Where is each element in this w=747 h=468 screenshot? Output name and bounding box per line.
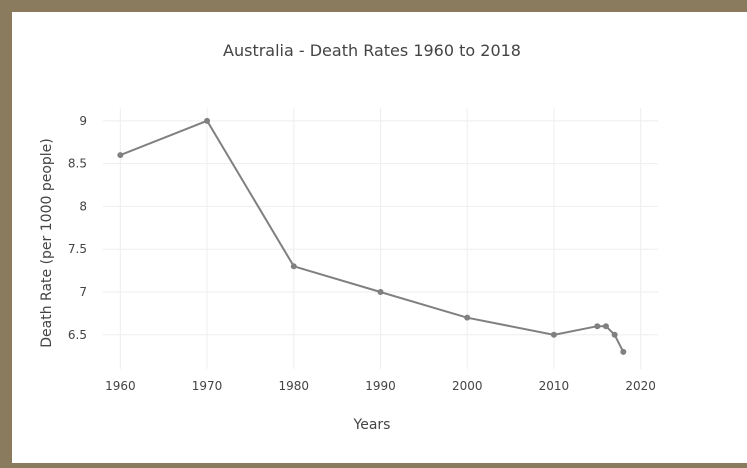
y-axis-title: Death Rate (per 1000 people) [39, 138, 55, 348]
x-tick-label: 1980 [279, 379, 310, 393]
data-point-2018[interactable] [620, 348, 627, 355]
y-tick-label: 7 [79, 285, 87, 299]
data-points [117, 117, 627, 355]
data-point-2010[interactable] [550, 331, 557, 338]
data-point-2000[interactable] [464, 314, 471, 321]
x-axis-title: Years [353, 417, 391, 433]
x-tick-label: 2020 [625, 379, 656, 393]
x-tick-label: 2000 [452, 379, 483, 393]
data-point-2015[interactable] [594, 323, 601, 330]
y-axis-ticks: 9 8.5 8 7.5 7 6.5 [68, 114, 87, 342]
data-point-1990[interactable] [377, 288, 384, 295]
data-point-2016[interactable] [602, 323, 609, 330]
x-tick-label: 2010 [539, 379, 570, 393]
series-line [119, 119, 625, 353]
x-axis-ticks: 1960 1970 1980 1990 2000 2010 2020 [105, 379, 656, 393]
data-point-1980[interactable] [290, 263, 297, 270]
x-tick-label: 1970 [192, 379, 223, 393]
chart-title: Australia - Death Rates 1960 to 2018 [223, 41, 521, 60]
grid-lines [103, 108, 658, 369]
y-tick-label: 8.5 [68, 157, 87, 171]
chart-panel [12, 12, 747, 463]
data-point-1960[interactable] [117, 152, 124, 159]
y-tick-label: 6.5 [68, 328, 87, 342]
y-tick-label: 8 [79, 199, 87, 213]
x-tick-label: 1990 [365, 379, 396, 393]
y-tick-label: 7.5 [68, 242, 87, 256]
data-point-2017[interactable] [611, 331, 618, 338]
x-tick-label: 1960 [105, 379, 136, 393]
y-tick-label: 9 [79, 114, 87, 128]
data-point-1970[interactable] [204, 117, 211, 124]
